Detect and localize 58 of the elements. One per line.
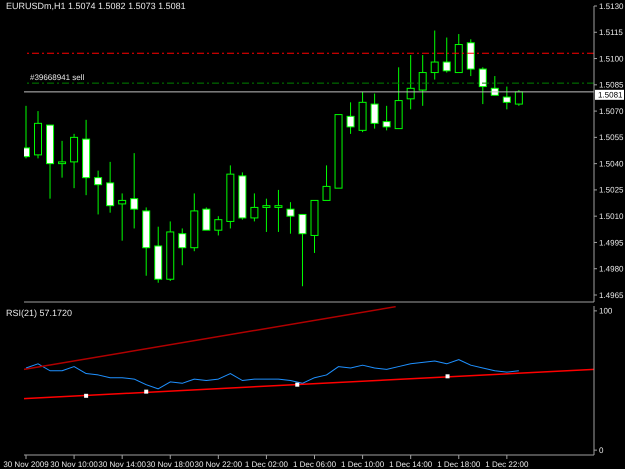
y-tick-label: 1.5130 [599,2,624,11]
point [446,374,450,378]
candlestick [262,198,270,232]
candlestick [286,202,294,234]
x-tick-label: 1 Dec 14:00 [389,460,433,469]
point [295,382,300,387]
candlestick [406,54,415,110]
candlestick [106,161,114,214]
y-tick-label: 1.5115 [599,28,624,38]
candlestick [514,90,523,106]
y-tick-label: 1.5100 [599,54,624,64]
point [144,390,148,394]
x-tick-label: 1 Dec 10:00 [341,460,385,469]
y-tick-label: 100 [599,306,613,316]
candlestick [298,214,306,287]
x-tick-label: 1 Dec 22:00 [485,460,529,469]
x-tick-label: 1 Dec 06:00 [292,460,337,469]
line-series [26,359,520,390]
point [84,394,88,398]
x-tick-label: 30 Nov 10:00 [50,460,98,469]
candlestick [442,37,451,74]
y-tick-label: 1.5025 [599,186,624,195]
y-tick-label: 1.5010 [599,212,624,222]
y-tick-label: 1.5070 [599,106,624,116]
candlestick [346,102,355,134]
candlestick [502,86,511,110]
x-tick-label: 30 Nov 2009 [3,460,50,469]
candlestick [178,228,186,266]
x-tick-label: 30 Nov 22:00 [194,460,243,469]
y-tick-label: 1.5055 [599,133,624,142]
candlestick [430,30,439,80]
candlestick [58,140,66,178]
candlestick [250,192,258,222]
ref-line-label: 1.5081 [598,90,624,100]
candlestick [382,105,391,131]
y-tick-label: 1.4965 [599,290,624,300]
y-tick-label: 1.5085 [599,80,624,90]
candlestick [214,216,222,236]
ref-line-label: #39668941 sell [30,73,84,82]
x-tick-label: 30 Nov 18:00 [146,460,195,469]
chart-title: EURUSDm,H1 1.5074 1.5082 1.5073 1.5081 [6,1,186,12]
chart-title: RSI(21) 57.1720 [6,308,72,319]
y-tick-label: 1.5040 [599,159,624,168]
candlestick [370,93,379,130]
candlestick [202,206,210,231]
candlestick [418,54,427,106]
x-tick-label: 30 Nov 14:00 [98,460,147,469]
x-tick-label: 1 Dec 02:00 [244,460,289,469]
candlestick [274,189,282,232]
candlestick [478,66,487,105]
candlestick [322,164,331,201]
y-tick-label: 0 [599,446,604,455]
y-tick-label: 1.4980 [599,264,624,274]
y-tick-label: 1.4995 [599,238,624,248]
candlestick [94,170,102,215]
x-tick-label: 1 Dec 18:00 [437,460,481,469]
candlestick [118,192,126,242]
candlestick [130,152,138,229]
